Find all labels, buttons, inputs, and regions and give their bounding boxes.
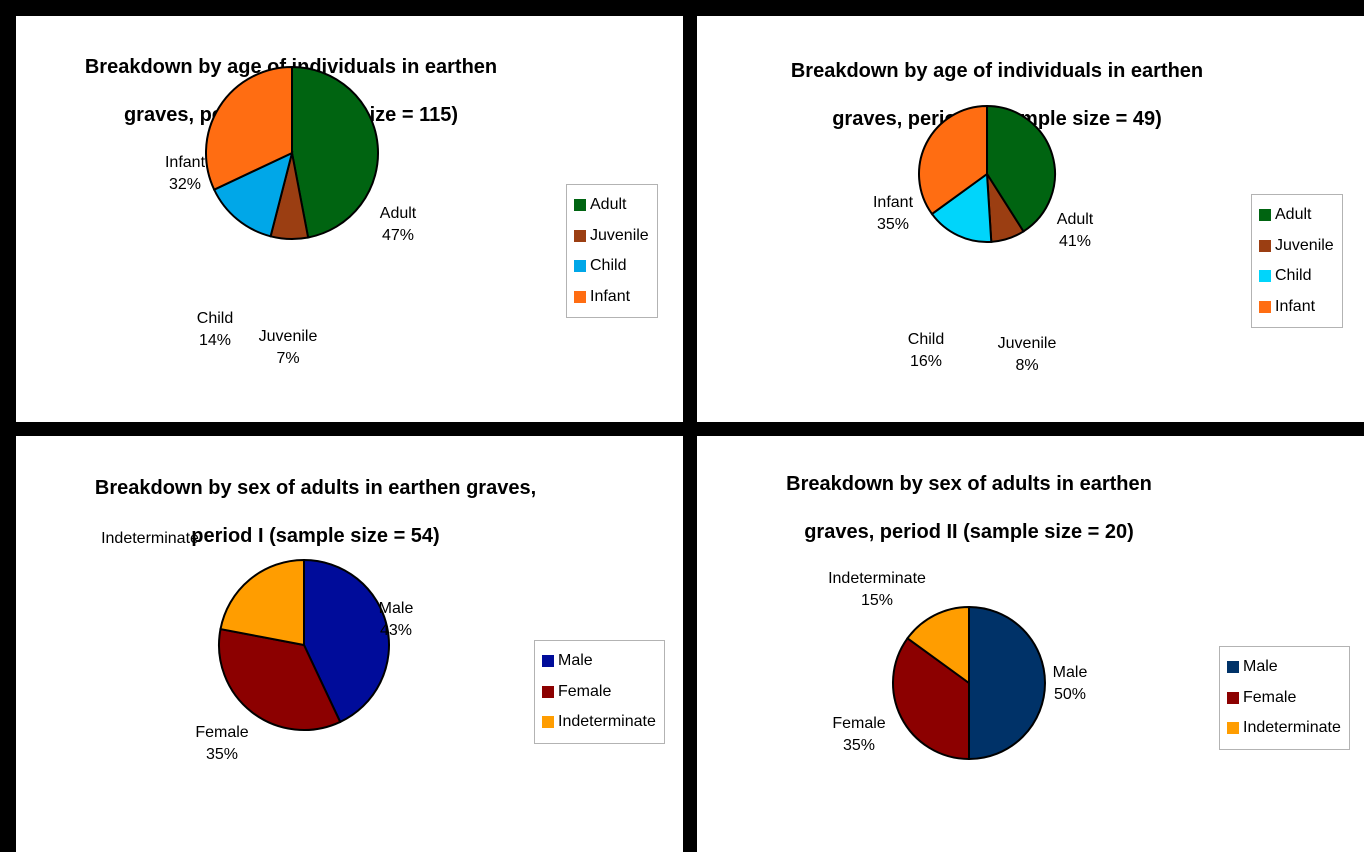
pie-slice-male bbox=[303, 558, 390, 724]
pie-slice-adult bbox=[291, 65, 379, 239]
legend-swatch bbox=[1259, 270, 1271, 283]
pie-slice-female bbox=[892, 636, 970, 761]
legend-label: Female bbox=[1243, 688, 1297, 706]
legend-swatch bbox=[1259, 209, 1271, 222]
pie-chart: Adult 47% Juvenile 7% Child 14% Infant 32% bbox=[165, 65, 417, 367]
slice-label-juvenile: Juvenile 8% bbox=[998, 335, 1057, 374]
legend-label: Child bbox=[590, 257, 627, 275]
legend-item-indeterminate: Indeterminate bbox=[1227, 713, 1341, 744]
pie-slice-infant bbox=[204, 65, 293, 191]
slice-label-female: Female 35% bbox=[832, 715, 885, 754]
legend-item-female: Female bbox=[542, 677, 656, 708]
legend-item-female: Female bbox=[1227, 683, 1341, 714]
legend-swatch bbox=[574, 199, 586, 212]
legend-item-child: Child bbox=[574, 251, 649, 282]
legend-label: Child bbox=[1275, 267, 1312, 285]
legend-swatch bbox=[542, 685, 554, 698]
slice-label-child: Child 16% bbox=[908, 331, 944, 370]
legend-item-infant: Infant bbox=[574, 282, 649, 313]
legend: Male Female Indeterminate bbox=[1219, 646, 1350, 750]
chart-panel: Breakdown by sex of adults in earthen gr… bbox=[697, 436, 1364, 852]
legend-swatch bbox=[542, 655, 554, 668]
legend-item-child: Child bbox=[1259, 261, 1334, 292]
chart-title: Breakdown by sex of adults in earthen gr… bbox=[697, 448, 1241, 568]
legend: Adult Juvenile Child Infant bbox=[1251, 194, 1343, 328]
chart-panel: Breakdown by sex of adults in earthen gr… bbox=[16, 436, 683, 852]
legend-item-male: Male bbox=[1227, 652, 1341, 683]
legend-label: Juvenile bbox=[590, 226, 649, 244]
chart-title-line-1: Breakdown by sex of adults in earthen bbox=[786, 473, 1152, 495]
slice-label-adult: Adult 47% bbox=[380, 205, 417, 244]
legend-swatch bbox=[1227, 691, 1239, 704]
legend-swatch bbox=[542, 716, 554, 729]
pie-slice-child bbox=[930, 172, 993, 243]
pie-slice-indeterminate bbox=[906, 605, 970, 685]
slice-label-male: Male 43% bbox=[379, 600, 414, 639]
legend-label: Male bbox=[1243, 658, 1278, 676]
legend-swatch bbox=[1227, 722, 1239, 735]
slice-label-indeterminate: Indeterminate bbox=[101, 530, 199, 547]
pie-chart: Adult 41% Juvenile 8% Child 16% Infant 35% bbox=[873, 104, 1094, 374]
legend-label: Indeterminate bbox=[558, 713, 656, 731]
legend-label: Juvenile bbox=[1275, 236, 1334, 254]
legend-item-adult: Adult bbox=[574, 190, 649, 221]
pie-slice-female bbox=[218, 627, 342, 731]
chart-panel: Breakdown by age of individuals in earth… bbox=[697, 16, 1364, 422]
legend-item-adult: Adult bbox=[1259, 200, 1334, 231]
chart-title: Breakdown by sex of adults in earthen gr… bbox=[16, 452, 615, 572]
legend-swatch bbox=[574, 260, 586, 273]
legend-item-infant: Infant bbox=[1259, 292, 1334, 323]
legend-item-juvenile: Juvenile bbox=[1259, 231, 1334, 262]
slice-label-juvenile: Juvenile 7% bbox=[259, 328, 318, 367]
legend: Adult Juvenile Child Infant bbox=[566, 184, 658, 318]
legend-item-indeterminate: Indeterminate bbox=[542, 707, 656, 738]
pie-chart: Male 43% Female 35% Indeterminate bbox=[101, 530, 414, 763]
slice-label-male: Male 50% bbox=[1053, 664, 1088, 703]
chart-title-line-2: period I (sample size = 54) bbox=[191, 525, 440, 547]
pie-chart: Male 50% Female 35% Indeterminate 15% bbox=[828, 570, 1088, 761]
slice-label-child: Child 14% bbox=[197, 310, 233, 349]
pie-slice-indeterminate bbox=[219, 558, 305, 647]
legend-label: Indeterminate bbox=[1243, 719, 1341, 737]
legend-label: Adult bbox=[1275, 206, 1312, 224]
legend-swatch bbox=[574, 229, 586, 242]
chart-panel: Breakdown by age of individuals in earth… bbox=[16, 16, 683, 422]
slice-label-infant: Infant 32% bbox=[165, 154, 206, 193]
slice-label-female: Female 35% bbox=[195, 724, 248, 763]
slice-label-indeterminate: Indeterminate 15% bbox=[828, 570, 926, 609]
legend-label: Female bbox=[558, 682, 612, 700]
slice-label-adult: Adult 41% bbox=[1057, 211, 1094, 250]
legend-item-juvenile: Juvenile bbox=[574, 221, 649, 252]
pie-slice-male bbox=[968, 605, 1046, 761]
legend-item-male: Male bbox=[542, 646, 656, 677]
legend-swatch bbox=[1227, 661, 1239, 674]
legend-swatch bbox=[1259, 300, 1271, 313]
chart-title-line-1: Breakdown by age of individuals in earth… bbox=[790, 60, 1204, 82]
legend-label: Adult bbox=[590, 196, 627, 214]
pie-slice-infant bbox=[918, 104, 988, 216]
pie-slice-child bbox=[212, 151, 294, 238]
legend: Male Female Indeterminate bbox=[534, 640, 665, 744]
legend-swatch bbox=[574, 290, 586, 303]
slice-label-infant: Infant 35% bbox=[873, 194, 914, 233]
chart-title-line-1: Breakdown by sex of adults in earthen gr… bbox=[94, 477, 537, 499]
legend-label: Infant bbox=[590, 287, 631, 305]
chart-title-line-1: Breakdown by age of individuals in earth… bbox=[84, 56, 498, 78]
chart-title-line-2: graves, period II (sample size = 20) bbox=[804, 521, 1134, 543]
legend-label: Male bbox=[558, 652, 593, 670]
legend-swatch bbox=[1259, 239, 1271, 252]
legend-label: Infant bbox=[1275, 297, 1316, 315]
